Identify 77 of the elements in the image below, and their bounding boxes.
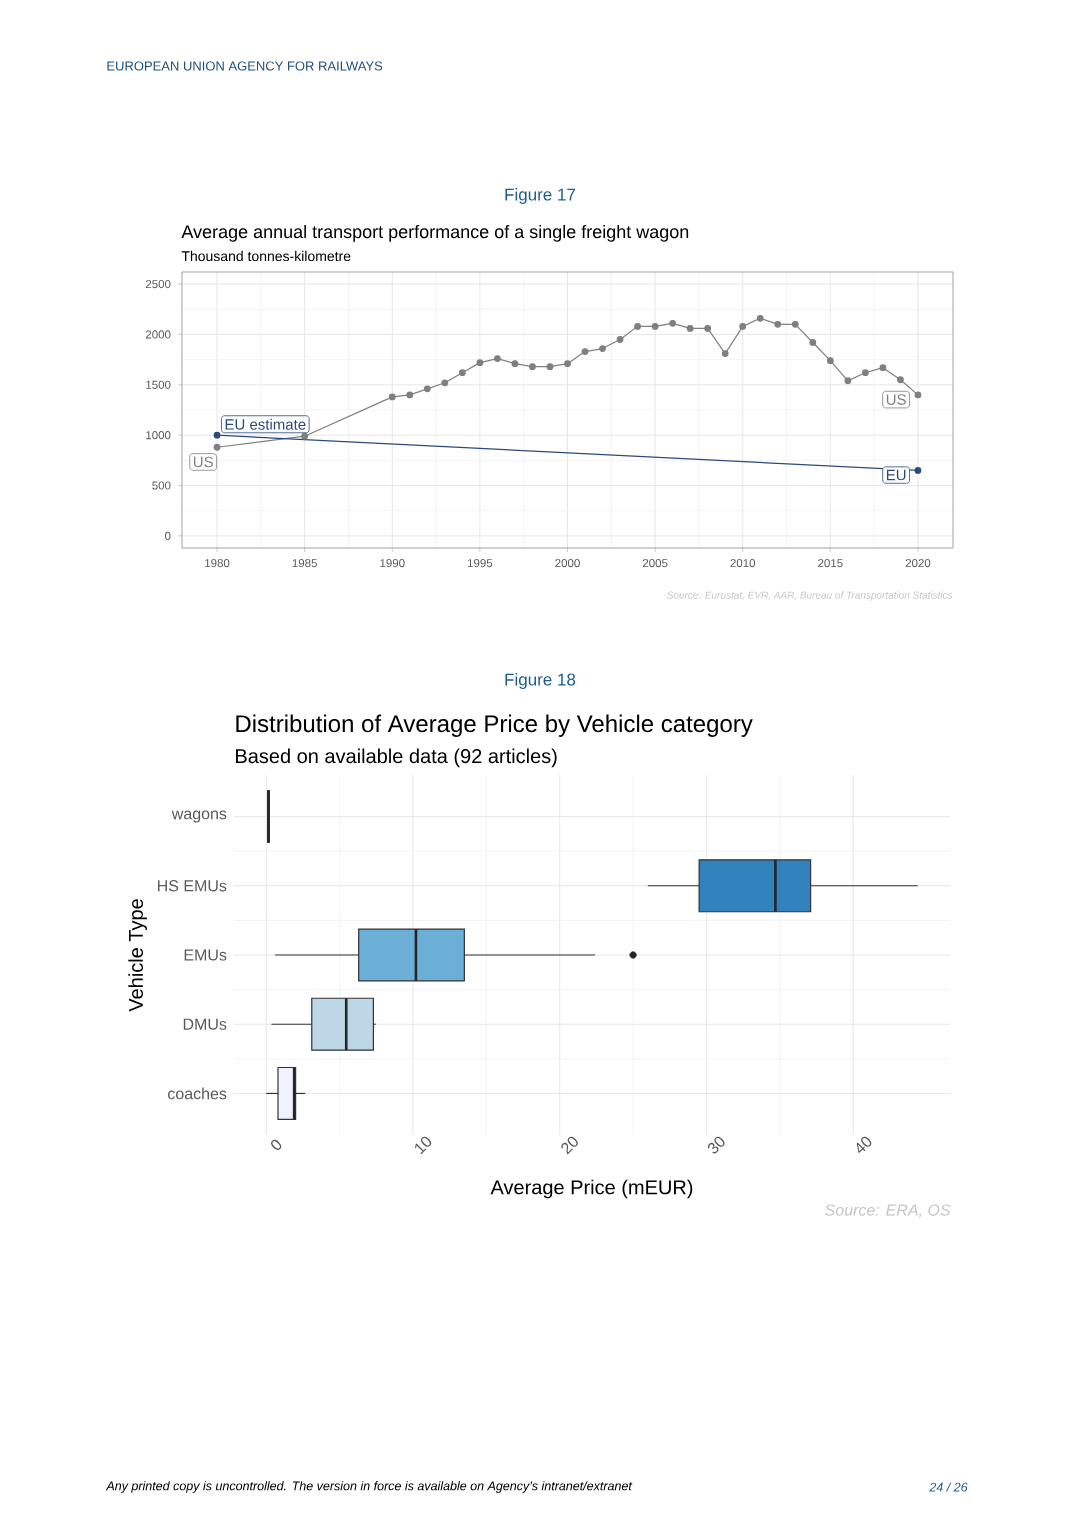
y-tick-label: HS EMUs	[158, 880, 227, 892]
point	[809, 339, 817, 346]
x-tick-label: 1980	[205, 559, 230, 568]
text: Any printed copy is uncontrolled. The version in force is available on Agency’s intranet/extranet	[105, 1481, 633, 1493]
y-tick-label: 1500	[146, 380, 171, 389]
x-tick-label: 2005	[642, 559, 668, 568]
point	[774, 320, 782, 328]
point	[651, 322, 659, 330]
caption: Figure 18	[505, 673, 576, 689]
point	[897, 376, 904, 384]
x-tick-label: 2020	[905, 559, 931, 568]
point	[861, 369, 869, 377]
legend-label: US	[886, 394, 906, 405]
point	[511, 360, 519, 368]
y-tick-label: coaches	[168, 1087, 227, 1100]
text: EUROPEAN UNION AGENCY FOR RAILWAYS	[107, 61, 383, 71]
x-tick-label: 10	[415, 1136, 432, 1155]
x-tick-label: 2000	[555, 559, 580, 568]
chart-subtitle: Thousand tonnes-kilometre	[181, 250, 351, 262]
y-tick-label: 500	[152, 481, 171, 490]
point	[914, 467, 922, 474]
chart-subtitle: Based on available data (92 articles)	[236, 748, 557, 768]
annotation: EU estimate	[225, 418, 306, 430]
y-tick-label: 2000	[145, 330, 171, 339]
point	[301, 432, 309, 440]
point	[791, 320, 799, 328]
x-tick-label: 2010	[730, 559, 756, 568]
x-tick-label: 20	[561, 1136, 578, 1155]
legend-label: EU	[886, 469, 906, 481]
point	[213, 443, 221, 451]
x-tick-label: 2015	[818, 559, 843, 568]
point	[529, 363, 536, 371]
point	[686, 325, 694, 332]
point	[616, 336, 624, 343]
x-tick-label: 30	[707, 1136, 725, 1154]
point	[406, 391, 414, 399]
y-tick-label: 1000	[146, 431, 171, 440]
point	[634, 322, 641, 330]
annotation: US	[193, 456, 213, 468]
point	[756, 314, 764, 322]
x-axis-title: Average Price (mEUR)	[490, 1179, 693, 1199]
point	[914, 391, 922, 399]
chart-title: Distribution of Average Price by Vehicle category	[236, 714, 753, 737]
point	[721, 350, 729, 357]
point	[388, 393, 396, 401]
point	[581, 348, 589, 355]
y-tick-label: wagons	[171, 810, 227, 823]
point	[476, 359, 484, 367]
y-axis-title: Vehicle Type	[128, 899, 147, 1012]
point	[423, 385, 431, 393]
y-tick-label: 0	[164, 531, 171, 540]
x-tick-label: 1990	[380, 559, 405, 568]
chart-title: Average annual transport performance of a single freight wagon	[181, 224, 689, 242]
point	[826, 357, 834, 365]
source-note: Source: ERA, OS	[825, 1204, 951, 1218]
point	[704, 325, 712, 332]
point	[213, 431, 221, 439]
point	[564, 360, 571, 368]
y-tick-label: 2500	[145, 280, 171, 289]
point	[441, 379, 449, 387]
source-note: Source: Eurostat, EVR, AAR, Bureau of Transportation Statistics	[667, 591, 953, 601]
x-tick-label: 0	[271, 1139, 282, 1150]
y-tick-label: EMUs	[184, 949, 227, 961]
text: 24 / 26	[929, 1482, 968, 1492]
x-tick-label: 40	[856, 1136, 872, 1154]
x-tick-label: 1985	[292, 559, 317, 568]
point	[546, 363, 554, 371]
point	[494, 355, 501, 363]
point	[879, 364, 887, 372]
point	[599, 345, 606, 352]
y-tick-label: DMUs	[183, 1018, 227, 1030]
point	[739, 322, 747, 330]
caption: Figure 17	[505, 188, 576, 204]
point	[458, 369, 466, 377]
x-tick-label: 1995	[467, 559, 493, 568]
point	[669, 319, 677, 327]
point	[844, 377, 852, 385]
